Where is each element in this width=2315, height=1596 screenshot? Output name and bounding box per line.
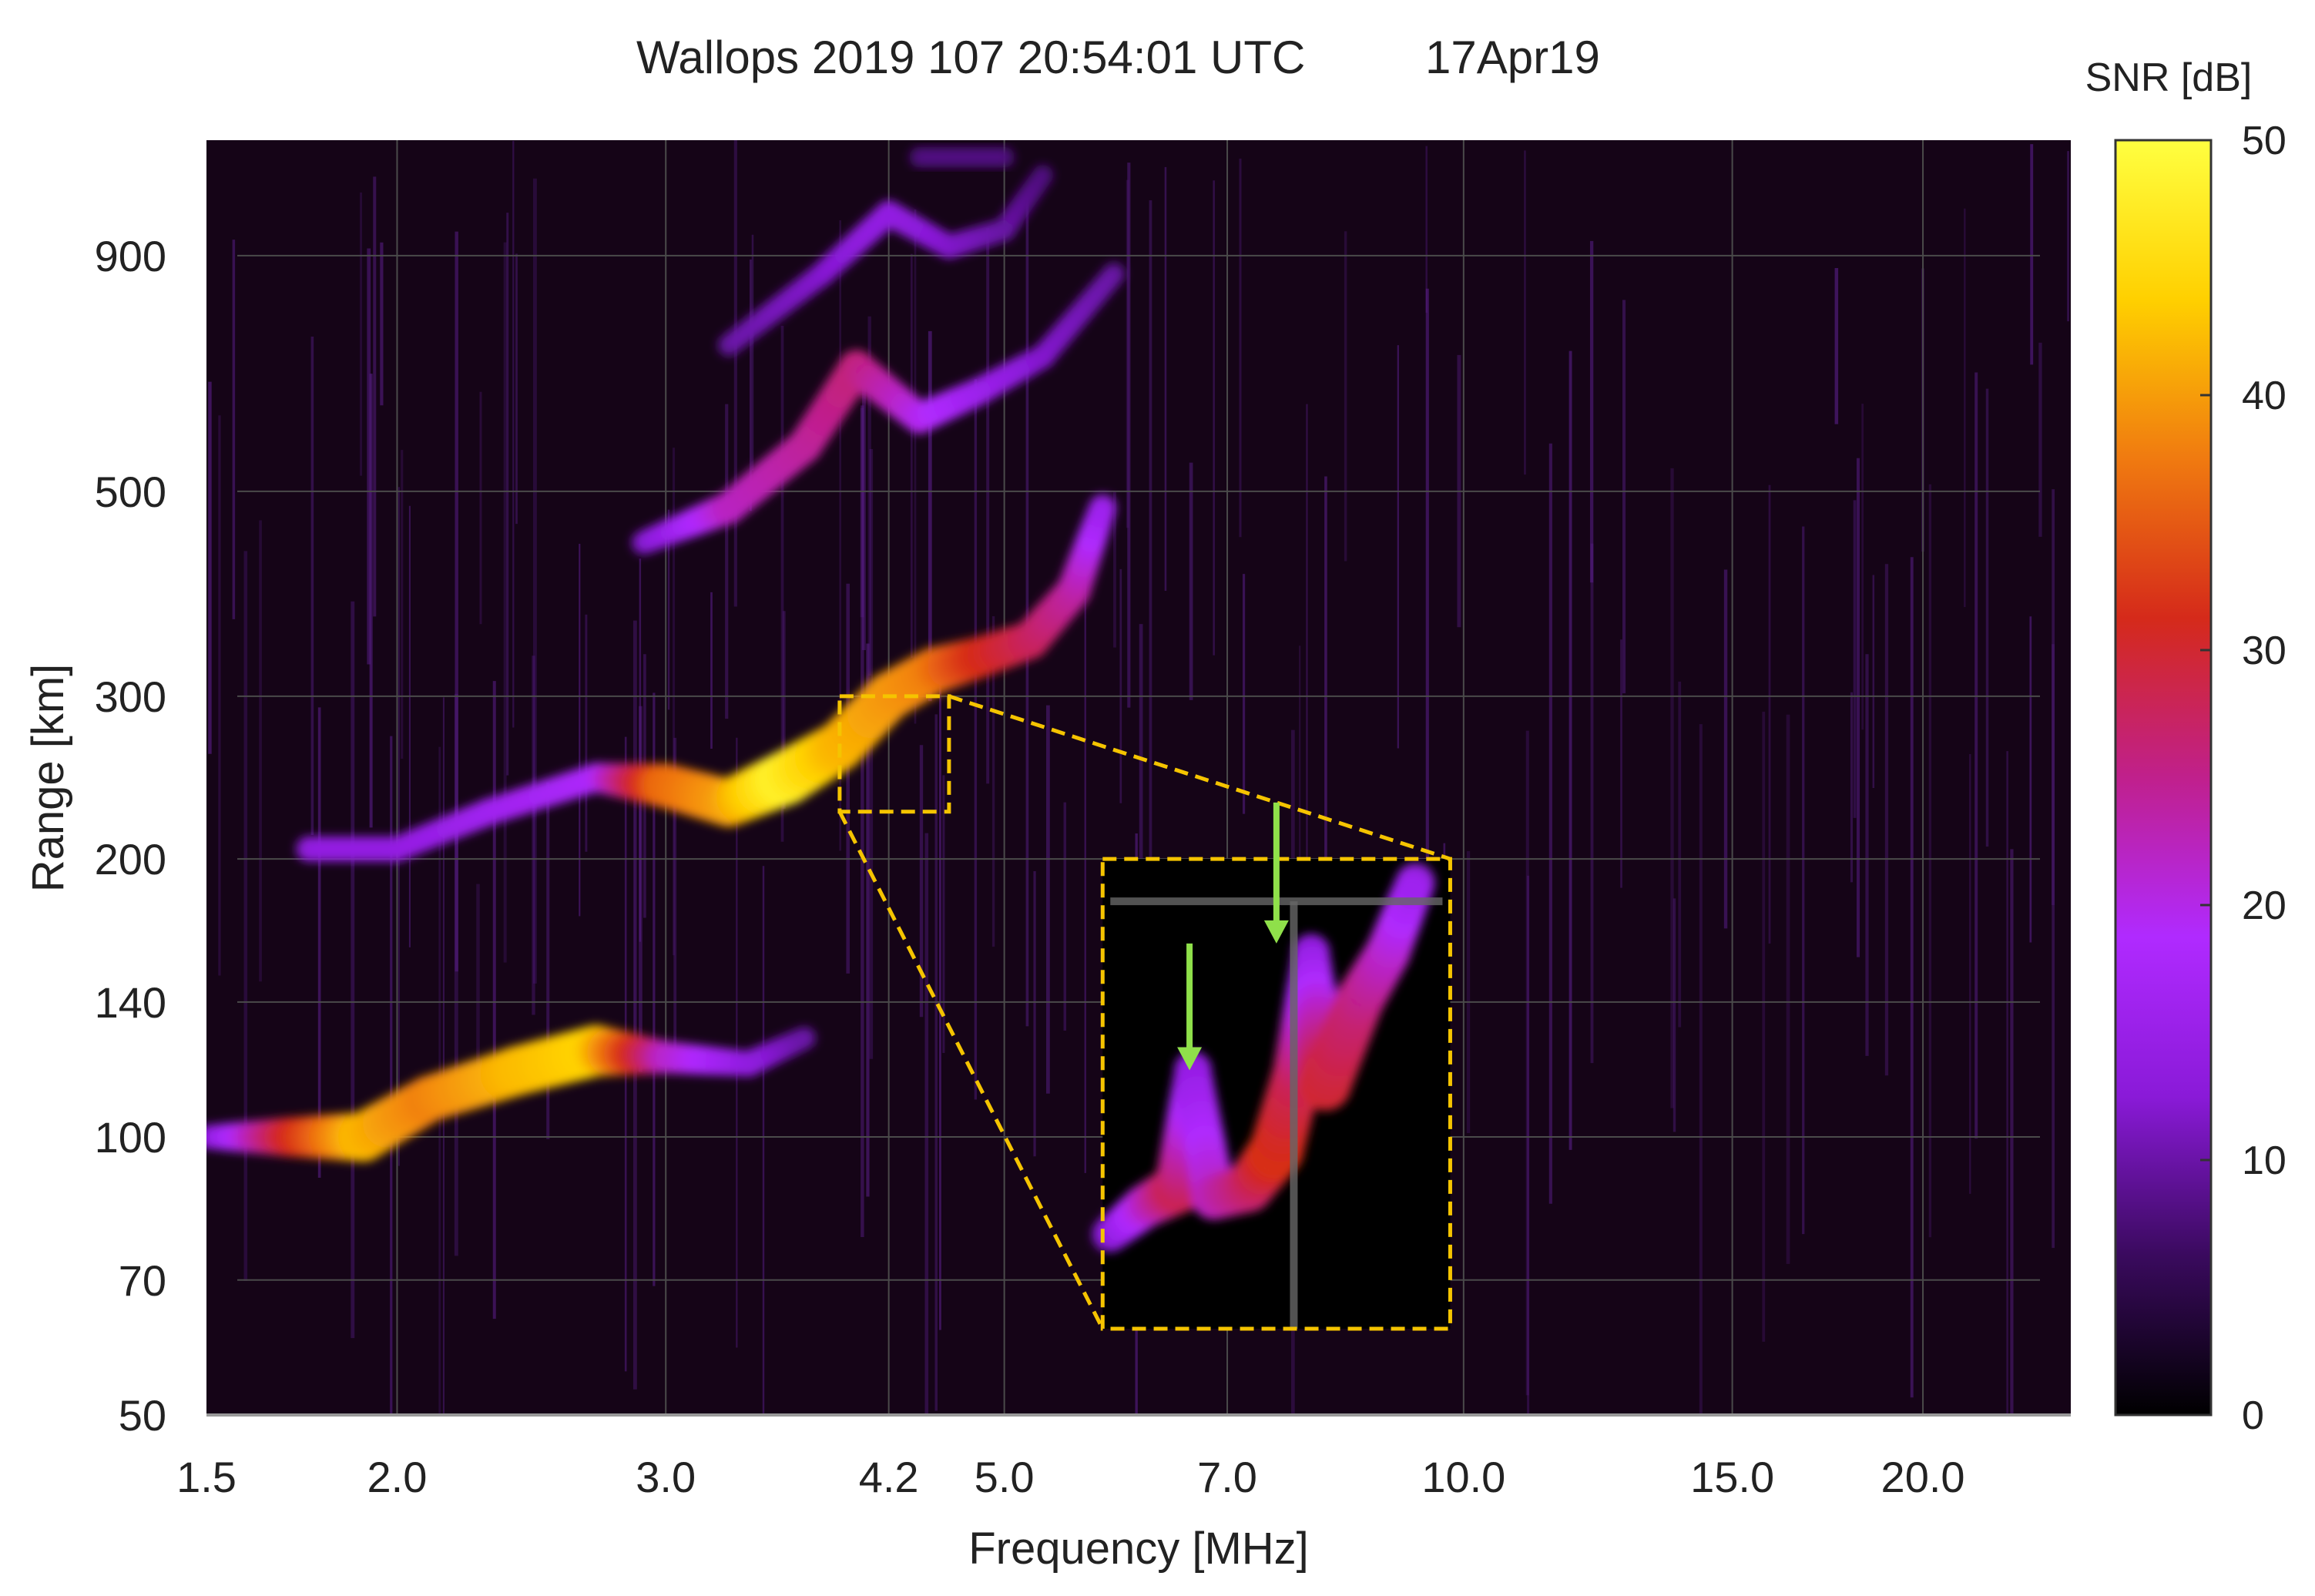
trace-series <box>717 164 1054 357</box>
inset-trace <box>1092 862 1435 1253</box>
trace-series <box>295 494 1117 862</box>
inset-trace-point <box>1395 862 1435 903</box>
y-tick-label: 100 <box>95 1113 166 1162</box>
x-tick-label: 2.0 <box>367 1453 428 1501</box>
echo-traces <box>206 146 1126 1162</box>
x-tick-label: 10.0 <box>1421 1453 1505 1501</box>
x-tick-label: 7.0 <box>1197 1453 1257 1501</box>
trace-series <box>631 262 1126 555</box>
zoom-source-box <box>837 694 951 814</box>
y-axis-ticks: 50 70 100 140 200 300 500 900 <box>95 232 166 1440</box>
chart-date: 17Apr19 <box>1425 32 1600 83</box>
y-tick-label: 200 <box>95 835 166 884</box>
trace-point <box>1032 164 1054 186</box>
trace-series <box>206 1024 817 1162</box>
colorbar <box>2114 139 2213 1417</box>
trace-point <box>1102 262 1126 285</box>
colorbar-tick-label: 0 <box>2242 1393 2264 1438</box>
colorbar-tick-label: 20 <box>2242 884 2286 928</box>
arrow-head-icon <box>1263 920 1289 944</box>
trace-point <box>994 146 1015 168</box>
colorbar-title: SNR [dB] <box>2085 55 2253 100</box>
x-tick-label: 4.2 <box>859 1453 919 1501</box>
colorbar-tick-label: 10 <box>2242 1138 2286 1183</box>
trace-series <box>909 146 1015 168</box>
y-tick-label: 900 <box>95 232 166 280</box>
x-tick-label: 5.0 <box>975 1453 1035 1501</box>
x-tick-label: 20.0 <box>1881 1453 1965 1501</box>
y-axis-label: Range [km] <box>23 664 73 893</box>
colorbar-ticks: 0 10 20 30 40 50 <box>2200 119 2286 1438</box>
colorbar-tick-label: 40 <box>2242 374 2286 418</box>
x-axis-label: Frequency [MHz] <box>968 1524 1309 1574</box>
x-tick-label: 1.5 <box>176 1453 237 1501</box>
y-tick-label: 500 <box>95 468 166 516</box>
zoom-connector-line <box>837 810 1105 1330</box>
arrow-head-icon <box>1177 1047 1203 1071</box>
x-tick-label: 3.0 <box>636 1453 696 1501</box>
trace-point <box>793 1026 817 1049</box>
x-axis-ticks: 1.5 2.0 3.0 4.2 5.0 7.0 10.0 15.0 20.0 <box>176 1453 1964 1501</box>
x-tick-label: 15.0 <box>1690 1453 1774 1501</box>
chart-title: Wallops 2019 107 20:54:01 UTC <box>636 32 1305 83</box>
colorbar-tick-label: 50 <box>2242 119 2286 163</box>
y-tick-label: 70 <box>119 1256 166 1305</box>
y-tick-label: 140 <box>95 978 166 1027</box>
y-tick-label: 300 <box>95 672 166 721</box>
trace-point <box>1089 494 1117 521</box>
colorbar-tick-label: 30 <box>2242 629 2286 673</box>
zoom-inset <box>837 694 1452 1331</box>
y-tick-label: 50 <box>119 1391 166 1440</box>
zoom-connector-line <box>948 694 1451 861</box>
